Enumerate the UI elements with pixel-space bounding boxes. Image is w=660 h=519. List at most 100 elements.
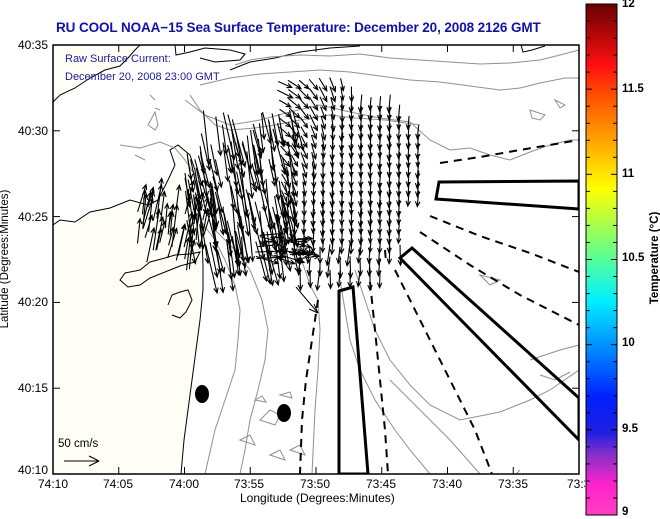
current-vector [275,193,289,234]
current-vector [309,105,319,122]
y-tick-label: 40:15 [17,381,48,395]
current-vector [228,232,237,279]
current-vector [377,229,383,245]
current-vector [168,203,175,228]
current-vector [386,189,392,209]
current-vector [348,132,354,152]
current-vector [287,79,303,90]
land-staten-brooklyn [53,45,141,103]
current-vector [284,184,296,223]
current-vector [397,244,404,267]
current-vector [395,171,402,190]
x-tick-label: 74:00 [168,477,200,491]
current-vector [298,88,311,101]
current-vector [386,246,393,266]
current-vector [202,195,210,221]
current-vector [405,115,411,131]
current-vector [376,114,383,133]
current-vector [319,96,327,112]
current-vector [329,180,335,199]
current-vector [298,79,310,90]
current-vector [357,143,364,161]
current-vector [386,123,392,142]
current-vector [367,133,373,152]
current-vector [348,152,354,170]
current-vector [222,142,231,183]
current-vector [300,126,308,139]
colorbar-tick-label: 12 [622,0,635,10]
x-tick-label: 73:3 [567,477,585,491]
current-vector [230,185,239,215]
x-tick-label: 73:35 [497,477,529,491]
current-vector [247,192,259,235]
x-tick-label: 73:50 [299,477,331,491]
current-vector [214,244,223,275]
current-vector [329,172,335,189]
current-vector [405,124,411,141]
current-vector [386,153,392,169]
current-vector [155,215,165,251]
colorbar-ticks [586,3,617,516]
current-vector [386,200,393,217]
current-vector [209,242,220,279]
current-vector [376,200,383,218]
current-vector [209,158,219,193]
current-vector [319,189,326,209]
current-vector [235,239,242,268]
current-vector [357,199,364,219]
current-vector [281,194,295,240]
current-vector [414,143,421,161]
current-vector [415,125,421,141]
scale-arrow [64,455,100,467]
current-vector [137,183,148,213]
current-vector [414,170,421,190]
current-vector [183,211,194,248]
current-vector [276,256,296,265]
current-vector [405,190,411,208]
current-vector [395,151,402,171]
current-vector [386,94,392,114]
current-vector [228,147,235,174]
current-vector [337,256,344,279]
current-vector [357,94,364,114]
current-vector [319,218,326,238]
current-vector [271,253,287,260]
current-vector [386,142,392,162]
current-vector [367,162,373,179]
current-vector [357,132,364,152]
current-vector [358,124,364,141]
current-vector [320,106,327,121]
current-vector [156,227,163,251]
current-vector [278,99,292,108]
current-vector [329,163,335,178]
current-vector [295,286,319,314]
current-vector [339,200,345,217]
current-vector [136,217,143,244]
current-vector [290,241,307,248]
current-vector [212,192,219,232]
current-vector [320,239,326,254]
current-vector [329,229,335,245]
current-vector [376,133,383,151]
current-vector [271,235,285,240]
current-vector [286,166,294,205]
current-vector [168,226,175,246]
current-vector [297,235,314,242]
current-vector [330,97,336,112]
current-vector [238,167,250,220]
current-vector [221,124,229,156]
current-vector [414,190,421,208]
current-vector [261,111,273,145]
current-vectors [136,77,421,295]
current-vector [255,255,280,265]
current-vector [329,77,337,93]
radar-boxes [337,179,579,474]
current-vector [164,202,170,229]
current-vector [319,209,326,227]
current-vector [366,246,372,265]
current-vector [310,125,317,140]
current-vector [325,256,331,279]
current-vector [301,220,307,236]
current-vector [320,144,326,160]
current-vector [405,181,412,198]
